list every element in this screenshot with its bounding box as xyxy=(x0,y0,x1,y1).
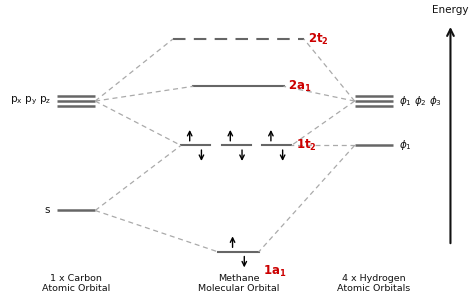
Text: $\mathregular{s}$: $\mathregular{s}$ xyxy=(44,205,51,216)
Text: Methane
Molecular Orbital: Methane Molecular Orbital xyxy=(198,274,279,293)
Text: 1 x Carbon
Atomic Orbital: 1 x Carbon Atomic Orbital xyxy=(42,274,110,293)
Text: $\phi_1$ $\phi_2$ $\phi_3$: $\phi_1$ $\phi_2$ $\phi_3$ xyxy=(399,94,442,108)
Text: 4 x Hydrogen
Atomic Orbitals: 4 x Hydrogen Atomic Orbitals xyxy=(337,274,410,293)
Text: $\phi_1$: $\phi_1$ xyxy=(399,138,411,153)
Text: $\mathregular{2a_1}$: $\mathregular{2a_1}$ xyxy=(288,79,311,94)
Text: $\mathregular{p_x}$ $\mathregular{p_y}$ $\mathregular{p_z}$: $\mathregular{p_x}$ $\mathregular{p_y}$ … xyxy=(10,95,51,107)
Text: $\mathregular{1t_2}$: $\mathregular{1t_2}$ xyxy=(296,138,317,153)
Text: Energy: Energy xyxy=(432,5,469,15)
Text: $\mathregular{1a_1}$: $\mathregular{1a_1}$ xyxy=(263,264,287,279)
Text: $\mathregular{2t_2}$: $\mathregular{2t_2}$ xyxy=(309,31,329,47)
